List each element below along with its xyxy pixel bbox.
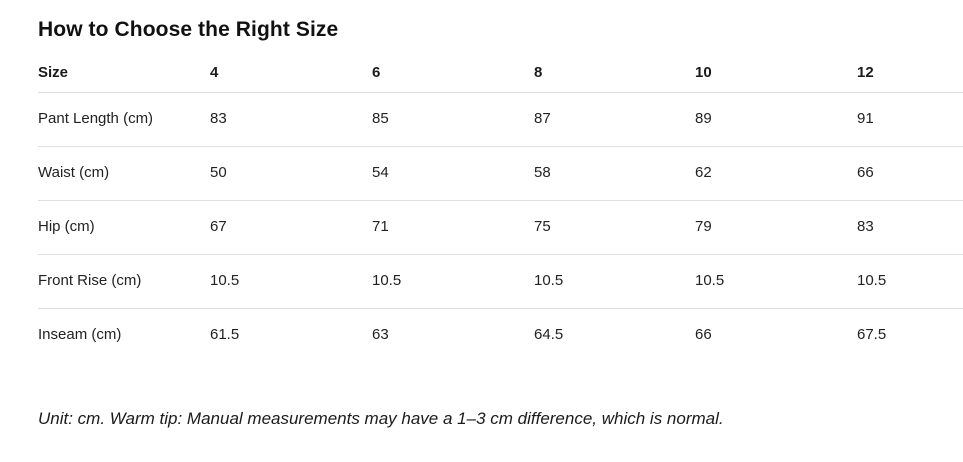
size-value-cell: 67 xyxy=(210,200,372,255)
column-header-size-4: 4 xyxy=(210,58,372,93)
size-value-cell: 58 xyxy=(534,146,695,201)
size-value-cell: 89 xyxy=(695,92,857,147)
size-value-cell: 83 xyxy=(857,200,963,255)
row-label: Pant Length (cm) xyxy=(38,92,210,147)
size-value-cell: 10.5 xyxy=(857,254,963,309)
size-value-cell: 10.5 xyxy=(534,254,695,309)
row-label: Hip (cm) xyxy=(38,200,210,255)
column-header-size-12: 12 xyxy=(857,58,963,93)
size-value-cell: 50 xyxy=(210,146,372,201)
column-header-size-6: 6 xyxy=(372,58,534,93)
size-chart-table: Size 4 6 8 10 12 Pant Length (cm) 83 85 … xyxy=(38,58,963,362)
row-label: Inseam (cm) xyxy=(38,326,122,343)
column-header-size: Size xyxy=(38,58,210,93)
table-row-waist: Waist (cm) 50 54 58 62 66 xyxy=(38,146,963,201)
size-value-cell: 62 xyxy=(695,146,857,201)
size-value-cell: 71 xyxy=(372,200,534,255)
table-row-hip: Hip (cm) 67 71 75 79 83 xyxy=(38,200,963,255)
size-value-cell: 66 xyxy=(695,326,712,343)
size-value-cell: 63 xyxy=(372,326,389,343)
size-value-cell: 10.5 xyxy=(210,254,372,309)
size-value-cell: 83 xyxy=(210,92,372,147)
size-value-cell: 79 xyxy=(695,200,857,255)
footnote: Unit: cm. Warm tip: Manual measurements … xyxy=(38,409,724,428)
page-title: How to Choose the Right Size xyxy=(38,18,339,41)
row-label: Front Rise (cm) xyxy=(38,254,210,309)
size-value-cell: 10.5 xyxy=(695,254,857,309)
column-header-size-8: 8 xyxy=(534,58,695,93)
size-value-cell: 67.5 xyxy=(857,326,887,343)
size-value-cell: 87 xyxy=(534,92,695,147)
table-row-front-rise: Front Rise (cm) 10.5 10.5 10.5 10.5 10.5 xyxy=(38,254,963,309)
size-value-cell: 75 xyxy=(534,200,695,255)
size-value-cell: 61.5 xyxy=(210,326,240,343)
column-header-size-10: 10 xyxy=(695,58,857,93)
row-label: Waist (cm) xyxy=(38,146,210,201)
size-value-cell: 85 xyxy=(372,92,534,147)
table-header-row: Size 4 6 8 10 12 xyxy=(38,58,963,93)
size-value-cell: 91 xyxy=(857,92,963,147)
size-value-cell: 66 xyxy=(857,146,963,201)
table-row-inseam: Inseam (cm) 61.5 63 64.5 66 67.5 xyxy=(38,309,963,363)
size-value-cell: 54 xyxy=(372,146,534,201)
size-value-cell: 10.5 xyxy=(372,254,534,309)
size-value-cell: 64.5 xyxy=(534,326,564,343)
table-row-pant-length: Pant Length (cm) 83 85 87 89 91 xyxy=(38,92,963,147)
